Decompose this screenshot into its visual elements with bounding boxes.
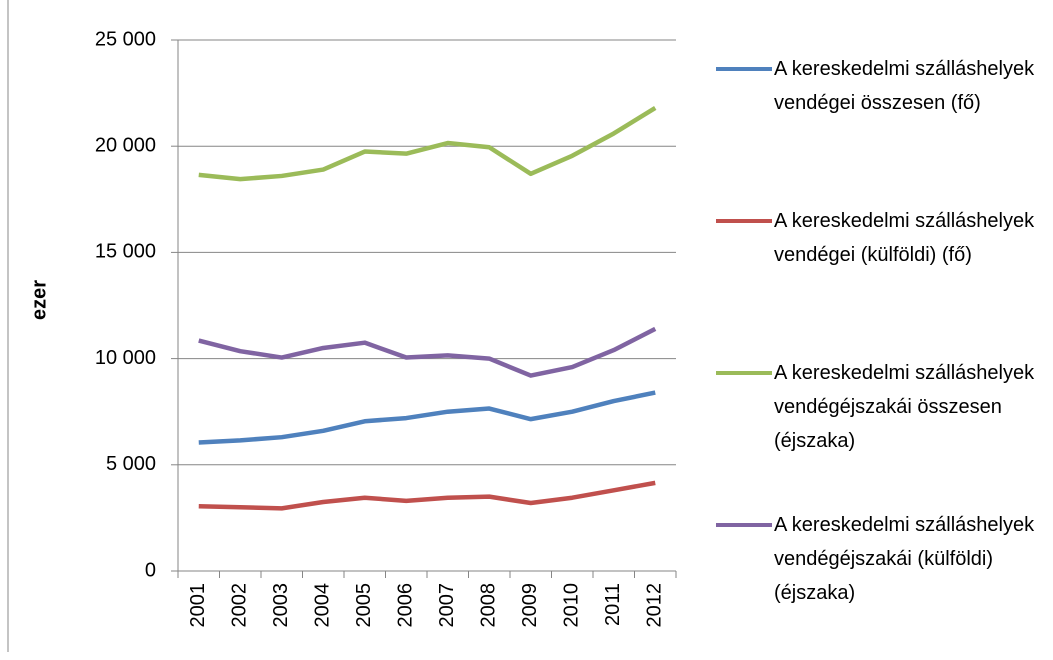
x-tick-label: 2009 bbox=[519, 583, 541, 628]
legend-label: A kereskedelmi szálláshelyek vendégei (k… bbox=[774, 210, 1035, 266]
x-tick-label: 2007 bbox=[436, 583, 458, 628]
x-tick-label: 2008 bbox=[478, 583, 500, 628]
legend-entry: A kereskedelmi szálláshelyek vendégéjsza… bbox=[716, 356, 1046, 508]
legend: A kereskedelmi szálláshelyek vendégei ös… bbox=[716, 52, 1046, 660]
y-tick-label: 10 000 bbox=[95, 347, 156, 369]
legend-entry: A kereskedelmi szálláshelyek vendégéjsza… bbox=[716, 508, 1046, 660]
legend-entry: A kereskedelmi szálláshelyek vendégei ös… bbox=[716, 52, 1046, 204]
x-tick-label: 2011 bbox=[602, 583, 624, 626]
legend-label: A kereskedelmi szálláshelyek vendégéjsza… bbox=[774, 514, 1035, 604]
legend-key bbox=[716, 67, 772, 71]
legend-key bbox=[716, 219, 772, 223]
x-tick-label: 2006 bbox=[395, 583, 417, 628]
x-tick-label: 2012 bbox=[644, 583, 666, 628]
legend-label: A kereskedelmi szálláshelyek vendégei ös… bbox=[774, 58, 1035, 114]
x-tick-label: 2010 bbox=[561, 583, 583, 628]
y-tick-label: 5 000 bbox=[106, 453, 156, 475]
y-tick-label: 25 000 bbox=[95, 28, 156, 50]
y-tick-label: 0 bbox=[145, 559, 156, 581]
series-line bbox=[198, 106, 657, 182]
legend-entry: A kereskedelmi szálláshelyek vendégei (k… bbox=[716, 204, 1046, 356]
x-tick-label: 2002 bbox=[229, 583, 251, 628]
y-axis-label: ezer bbox=[28, 280, 50, 320]
y-tick-label: 20 000 bbox=[95, 134, 156, 156]
series-line bbox=[198, 480, 656, 511]
legend-label: A kereskedelmi szálláshelyek vendégéjsza… bbox=[774, 362, 1035, 452]
x-tick-label: 2003 bbox=[270, 583, 292, 628]
series-line bbox=[198, 326, 657, 378]
x-tick-label: 2005 bbox=[353, 583, 375, 628]
x-tick-label: 2001 bbox=[187, 583, 209, 628]
x-tick-label: 2004 bbox=[312, 583, 334, 628]
series-line bbox=[198, 390, 656, 445]
legend-key bbox=[716, 523, 772, 527]
y-tick-label: 15 000 bbox=[95, 241, 156, 263]
legend-key bbox=[716, 371, 772, 375]
